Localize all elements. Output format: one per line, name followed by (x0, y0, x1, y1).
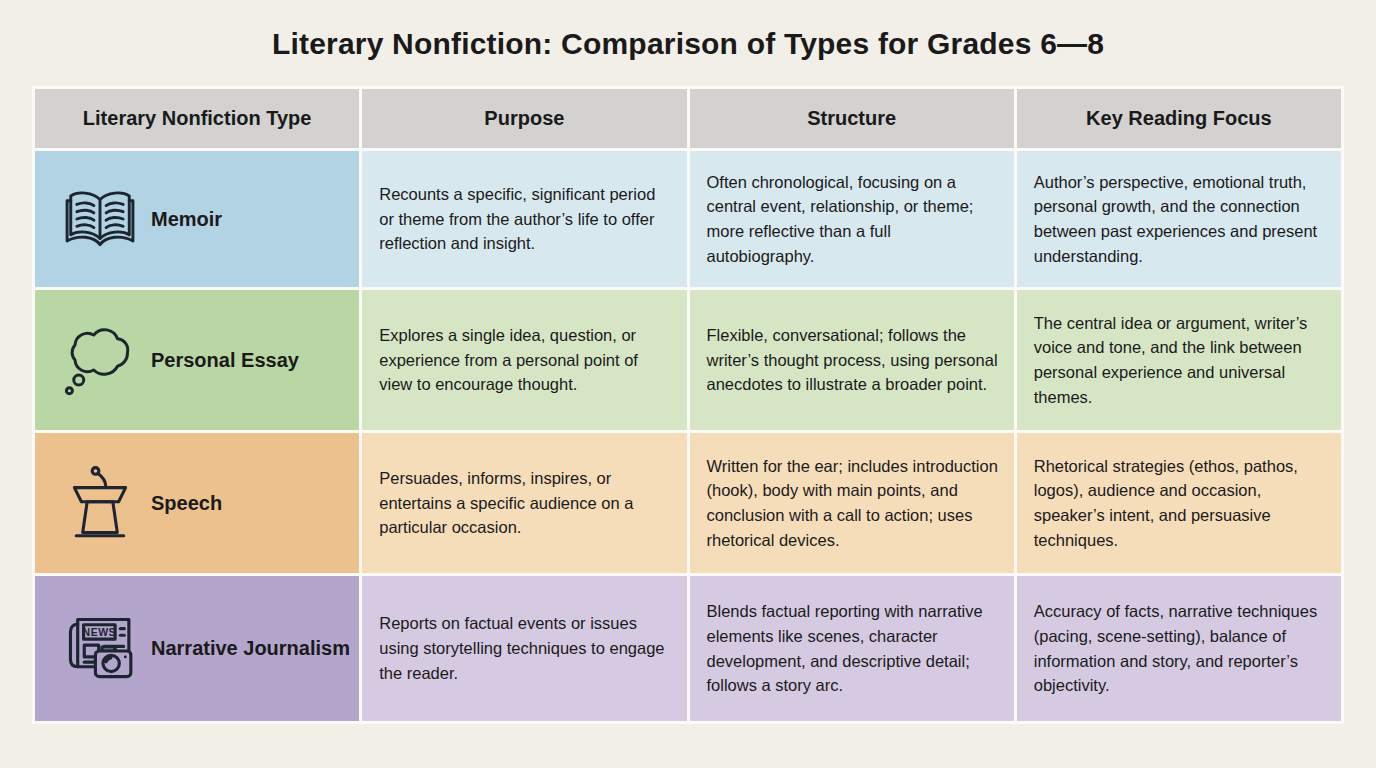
comparison-table: Literary Nonfiction Type Purpose Structu… (32, 86, 1344, 724)
page-title: Literary Nonfiction: Comparison of Types… (0, 27, 1376, 61)
column-header-type: Literary Nonfiction Type (35, 89, 359, 148)
memoir-focus-cell: Author’s perspective, emotional truth, p… (1017, 151, 1341, 287)
infographic-page: Literary Nonfiction: Comparison of Types… (0, 27, 1376, 724)
speech-structure-cell: Written for the ear; includes introducti… (690, 433, 1014, 573)
personal-essay-focus-cell: The central idea or argument, writer’s v… (1017, 290, 1341, 430)
narrative-journalism-purpose-cell: Reports on factual events or issues usin… (362, 576, 686, 721)
personal-essay-structure-cell: Flexible, conversational; follows the wr… (690, 290, 1014, 430)
column-header-key-reading-focus: Key Reading Focus (1017, 89, 1341, 148)
type-label-narrative-journalism: Narrative Journalism (151, 634, 358, 663)
type-label-memoir: Memoir (151, 205, 230, 234)
memoir-type-cell: Memoir (35, 151, 359, 287)
news-masthead-text: NEWS (83, 625, 117, 637)
newspaper-camera-icon: NEWS (49, 607, 151, 691)
podium-icon (49, 459, 151, 547)
narrative-journalism-focus-cell: Accuracy of facts, narrative techniques … (1017, 576, 1341, 721)
open-book-icon (49, 180, 151, 258)
column-header-purpose: Purpose (362, 89, 686, 148)
speech-focus-cell: Rhetorical strategies (ethos, pathos, lo… (1017, 433, 1341, 573)
column-header-structure: Structure (690, 89, 1014, 148)
speech-purpose-cell: Persuades, informs, inspires, or enterta… (362, 433, 686, 573)
speech-type-cell: Speech (35, 433, 359, 573)
narrative-journalism-type-cell: NEWS Narrative Journalism (35, 576, 359, 721)
personal-essay-purpose-cell: Explores a single idea, question, or exp… (362, 290, 686, 430)
thought-bubble-icon (49, 320, 151, 400)
narrative-journalism-structure-cell: Blends factual reporting with narrative … (690, 576, 1014, 721)
memoir-structure-cell: Often chronological, focusing on a centr… (690, 151, 1014, 287)
type-label-personal-essay: Personal Essay (151, 346, 307, 375)
memoir-purpose-cell: Recounts a specific, significant period … (362, 151, 686, 287)
type-label-speech: Speech (151, 489, 230, 518)
personal-essay-type-cell: Personal Essay (35, 290, 359, 430)
